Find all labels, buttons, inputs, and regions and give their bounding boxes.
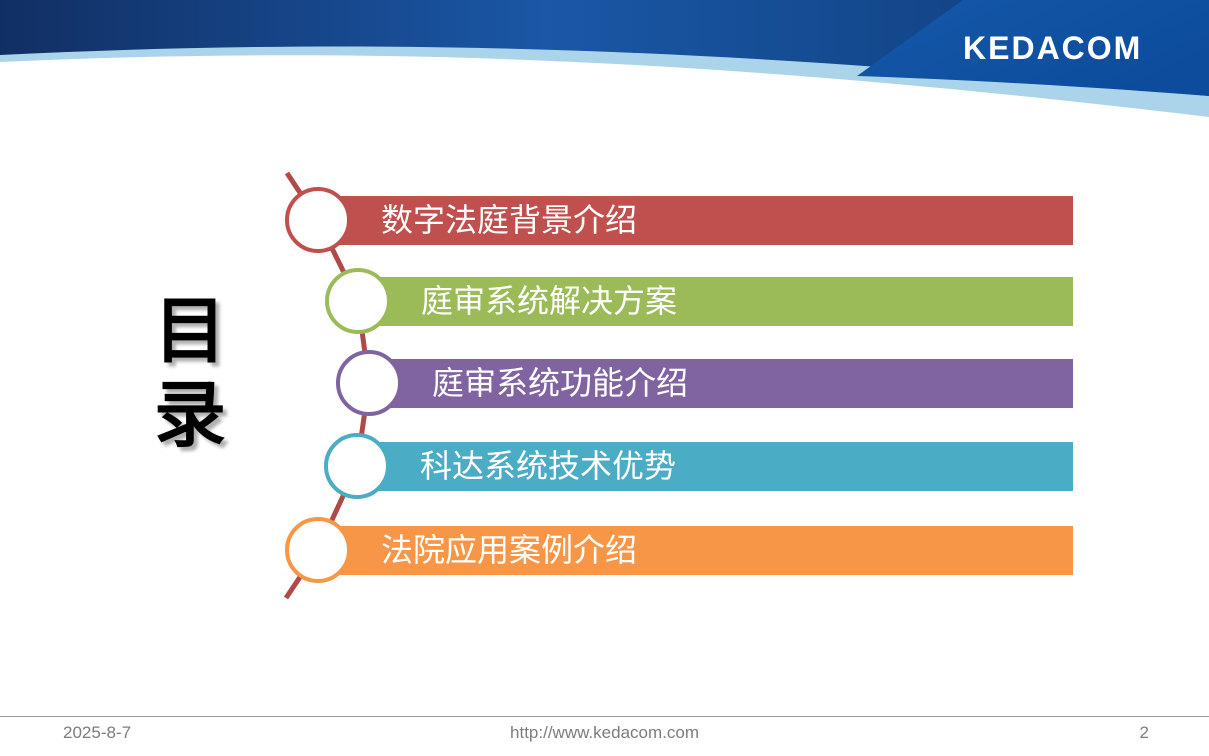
toc-item-2-bar[interactable]: 庭审系统解决方案 — [358, 277, 1073, 326]
toc-item-3-label: 庭审系统功能介绍 — [432, 365, 689, 401]
toc-item-5-bullet-circle — [285, 517, 351, 583]
header-wave — [0, 0, 1209, 117]
toc-item-3-bullet-circle — [336, 350, 402, 416]
toc-item-1: 数字法庭背景介绍 — [0, 187, 1209, 253]
toc-item-4: 科达系统技术优势 — [0, 433, 1209, 499]
toc-item-4-bullet-circle — [324, 433, 390, 499]
header-overlay-shape — [857, 0, 1209, 96]
toc-item-1-bar[interactable]: 数字法庭背景介绍 — [318, 196, 1073, 245]
toc-item-5: 法院应用案例介绍 — [0, 517, 1209, 583]
footer-divider — [0, 716, 1209, 717]
toc-item-1-label: 数字法庭背景介绍 — [381, 202, 638, 238]
kedacom-logo: KEDACOM — [963, 30, 1143, 66]
toc-item-3-bar[interactable]: 庭审系统功能介绍 — [369, 359, 1073, 408]
footer-date: 2025-8-7 — [63, 723, 132, 742]
toc-item-1-bullet-circle — [285, 187, 351, 253]
footer-page-number: 2 — [1139, 723, 1149, 742]
toc-item-2-label: 庭审系统解决方案 — [421, 283, 678, 319]
footer-url: http://www.kedacom.com — [510, 723, 699, 742]
toc-item-2: 庭审系统解决方案 — [0, 268, 1209, 334]
toc-item-3: 庭审系统功能介绍 — [0, 350, 1209, 416]
header-dark-shape — [0, 0, 1209, 96]
toc-item-4-label: 科达系统技术优势 — [420, 448, 677, 484]
toc-item-5-bar[interactable]: 法院应用案例介绍 — [318, 526, 1073, 575]
toc-item-5-label: 法院应用案例介绍 — [381, 532, 638, 568]
toc-title: 目 录 — [153, 292, 226, 456]
toc-item-4-bar[interactable]: 科达系统技术优势 — [357, 442, 1073, 491]
toc-item-2-bullet-circle — [325, 268, 391, 334]
